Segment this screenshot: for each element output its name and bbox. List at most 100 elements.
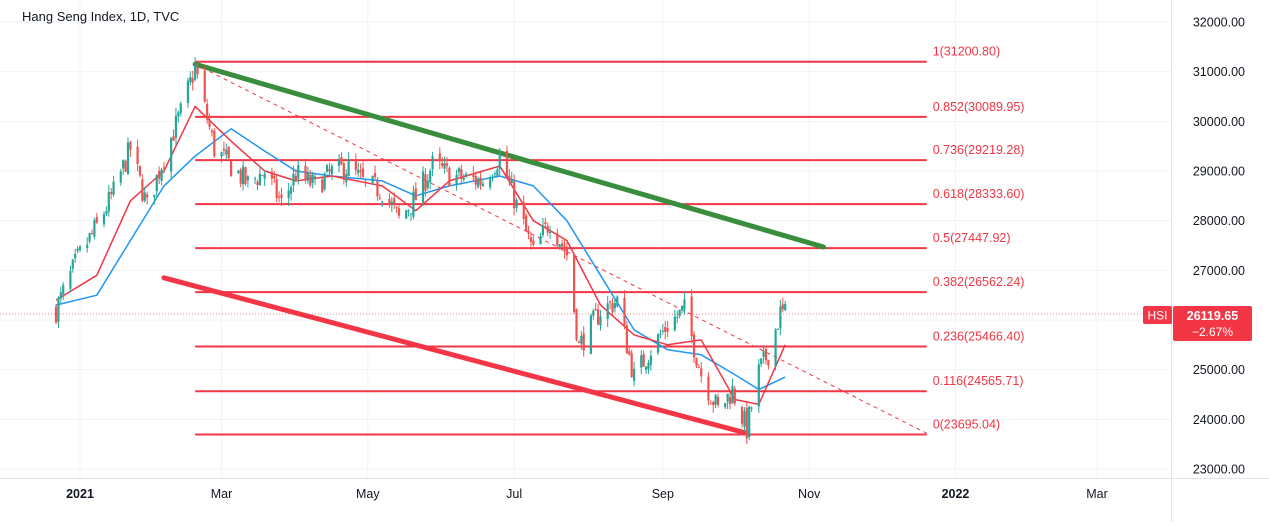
candle-body <box>189 76 192 82</box>
candle-body <box>680 305 684 310</box>
candle-body <box>378 197 381 199</box>
candle-body <box>110 191 113 194</box>
trendline-lower-channel[interactable] <box>161 275 750 436</box>
candle-body <box>388 198 391 204</box>
candle-body <box>225 149 228 155</box>
candle-body <box>323 173 326 190</box>
candle-body <box>582 333 585 351</box>
candle-body <box>90 232 94 234</box>
candle-body <box>690 296 693 337</box>
trendline-upper-channel[interactable] <box>192 61 827 250</box>
candle-body <box>541 225 545 235</box>
candle-body <box>177 112 180 117</box>
x-tick-label: 2021 <box>66 487 94 501</box>
candle-body <box>709 403 712 405</box>
candle-body <box>421 171 425 203</box>
candle-body <box>762 351 765 357</box>
candle-body <box>160 169 163 181</box>
candle-body <box>455 174 458 184</box>
candle-body <box>88 233 91 242</box>
candle-body <box>539 236 542 245</box>
candle-body <box>625 325 628 354</box>
candle-body <box>522 202 525 220</box>
candle-body <box>644 366 648 371</box>
candle-body <box>138 165 142 176</box>
candle-body <box>525 215 528 231</box>
candle-body <box>733 388 736 404</box>
candle-body <box>69 271 72 289</box>
candle-body <box>448 167 451 187</box>
x-tick-label: May <box>356 487 380 501</box>
candle-body <box>122 160 125 169</box>
candle-body <box>692 334 696 358</box>
candle-body <box>676 316 679 318</box>
candle-body <box>640 355 643 368</box>
candle-body <box>95 217 98 223</box>
candle-body <box>731 386 734 404</box>
candle-body <box>345 173 348 183</box>
candle-body <box>726 393 729 402</box>
y-tick-label: 25000.00 <box>1193 363 1245 377</box>
candle-body <box>357 169 360 174</box>
fib-level-label: 0.736(29219.28) <box>933 143 1025 157</box>
price-axis[interactable]: 23000.0024000.0025000.0026000.0027000.00… <box>1193 16 1245 477</box>
candle-body <box>575 309 578 340</box>
candle-body <box>764 348 768 361</box>
candle-body <box>289 187 293 194</box>
candle-body <box>244 167 247 184</box>
candle-body <box>498 153 501 169</box>
candle-body <box>393 198 396 205</box>
candle-body <box>740 407 744 424</box>
candle-body <box>632 368 636 381</box>
candle-body <box>309 174 312 186</box>
candle-body <box>347 159 350 177</box>
fib-retracement[interactable]: 1(31200.80) 0.852(30089.95) 0.736(29219.28… <box>195 45 1025 436</box>
candle-body <box>496 169 499 176</box>
candles <box>54 57 787 445</box>
candle-body <box>563 245 566 252</box>
candle-body <box>258 173 261 186</box>
candle-body <box>460 169 463 179</box>
candle-body <box>407 210 410 212</box>
candle-body <box>426 180 429 188</box>
candle-body <box>505 151 509 178</box>
candle-body <box>328 169 331 172</box>
candle-body <box>57 298 60 323</box>
candle-body <box>477 178 480 188</box>
x-tick-label: 2022 <box>942 487 970 501</box>
candle-body <box>647 362 650 369</box>
candle-body <box>748 406 751 438</box>
fib-level-label: 0.382(26562.24) <box>933 275 1025 289</box>
chart-title: Hang Seng Index, 1D, TVC <box>22 9 180 24</box>
y-tick-label: 24000.00 <box>1193 413 1245 427</box>
candle-body <box>556 233 559 246</box>
candle-body <box>213 130 216 157</box>
candle-body <box>172 136 175 141</box>
x-tick-label: Sep <box>652 487 674 501</box>
y-tick-label: 28000.00 <box>1193 214 1245 228</box>
candle-body <box>275 179 278 199</box>
fib-level-label: 0(23695.04) <box>933 417 1000 431</box>
candle-body <box>287 190 290 199</box>
candle-body <box>390 201 393 205</box>
candle-body <box>623 297 626 326</box>
candle-body <box>162 167 166 169</box>
candle-body <box>673 316 676 331</box>
trendlines[interactable] <box>161 61 927 436</box>
candle-body <box>465 173 468 176</box>
candle-body <box>373 173 377 178</box>
candle-body <box>294 175 297 182</box>
candle-body <box>237 171 240 173</box>
candle-body <box>656 334 660 353</box>
candle-body <box>438 153 441 162</box>
time-axis[interactable]: 2021 Mar May Jul Sep Nov 2022 Mar <box>66 487 1108 501</box>
candle-body <box>220 152 223 157</box>
candle-body <box>93 220 96 237</box>
trendline-dashed-diagonal[interactable] <box>194 63 927 434</box>
candle-body <box>253 178 257 180</box>
candle-body <box>340 156 343 165</box>
candle-body <box>589 315 592 354</box>
candle-body <box>170 137 173 172</box>
candle-body <box>210 130 214 133</box>
